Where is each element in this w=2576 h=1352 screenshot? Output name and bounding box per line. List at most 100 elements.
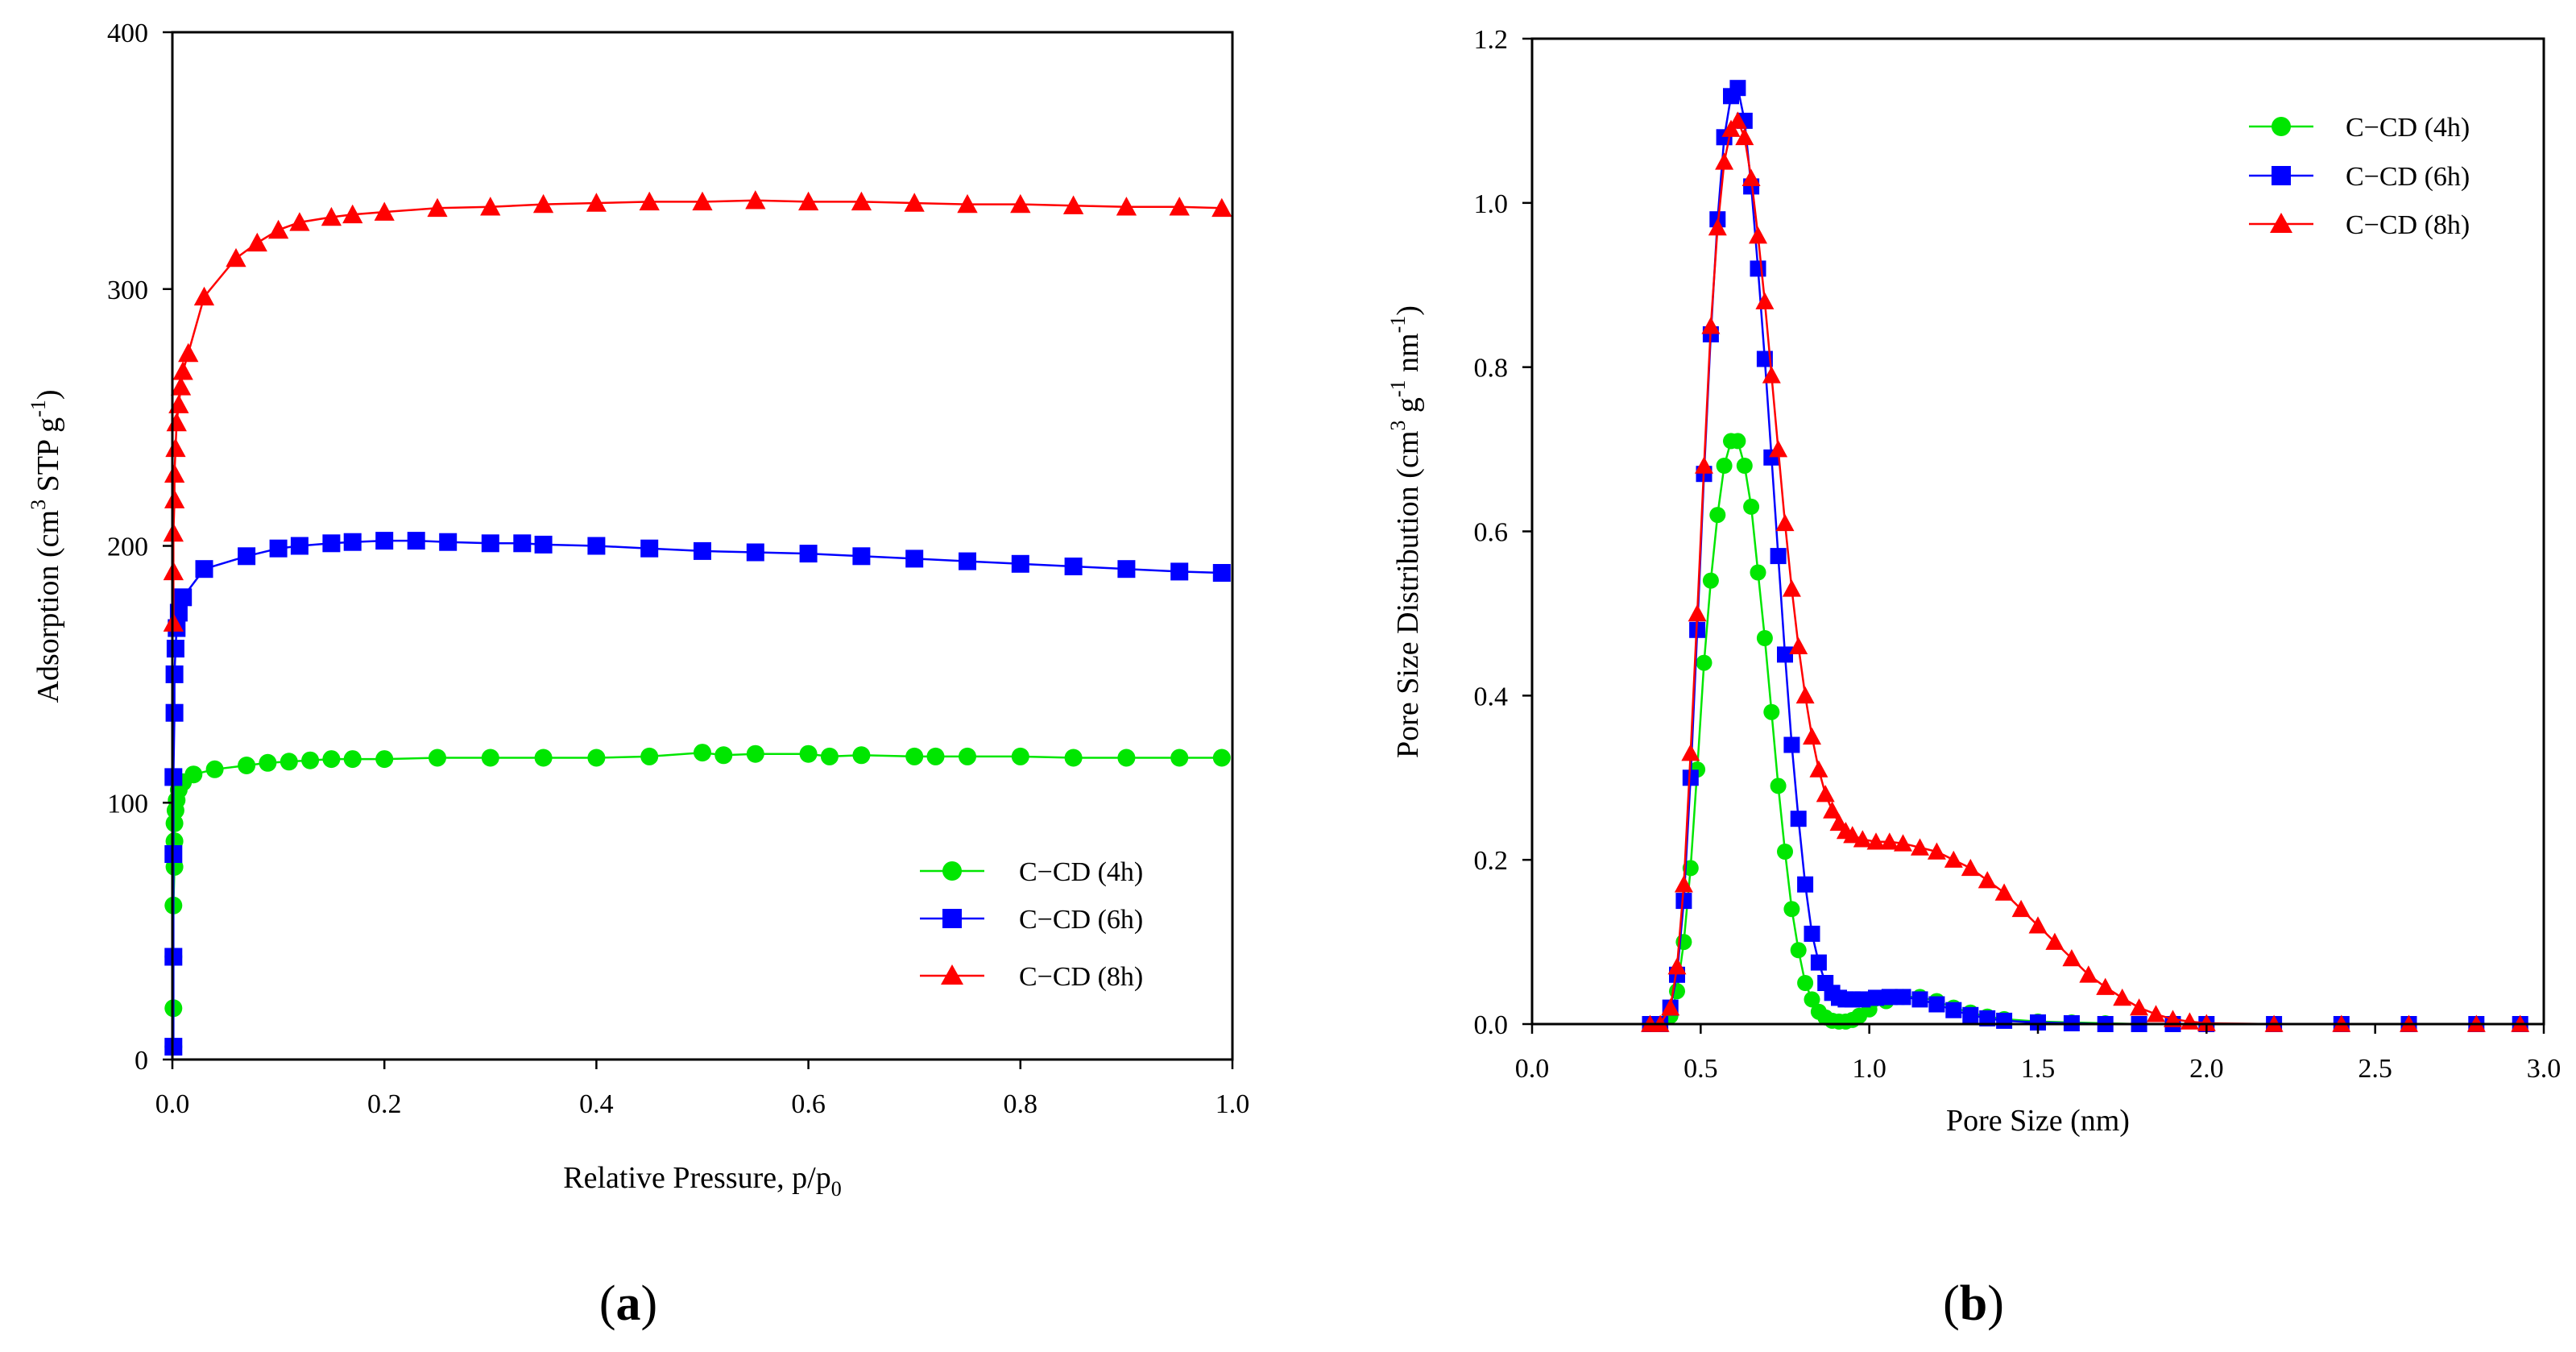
panel-b-y-tick-label: 0.6 [1474, 518, 1509, 548]
panel-b-series-1-point [1996, 1012, 2013, 1029]
panel-a-series-2 [163, 190, 1232, 632]
panel-b-series-0-point [1770, 778, 1787, 794]
panel-a-series-1-point [1117, 560, 1136, 579]
panel-b-series-2-point [1894, 834, 1912, 852]
panel-b-series-2-point [1927, 842, 1946, 860]
panel-a-series-1-point [1170, 562, 1189, 581]
panel-b-series-2-point [1866, 832, 1886, 850]
panel-a-series-1-point [166, 640, 184, 657]
panel-b-series-0-point [1783, 901, 1800, 918]
panel-a-series-2-point [427, 197, 448, 218]
panel-a-series-0-point [640, 747, 659, 765]
panel-b-x-tick-label: 0.5 [1684, 1054, 1718, 1084]
panel-b-series-0-point [1702, 572, 1719, 589]
panel-b-series-2-point [1681, 744, 1700, 761]
panel-a-series-0-point [322, 750, 341, 769]
panel-b-y-tick-label: 1.2 [1474, 25, 1509, 55]
panel-b-series-2-point [1749, 226, 1767, 244]
panel-b-y-tick-label: 0.2 [1474, 846, 1509, 876]
panel-a-series-1-point [694, 541, 711, 560]
panel-b-series-2-point [1978, 871, 1997, 889]
panel-a-series-0-point [905, 747, 924, 765]
panel-a-legend-label-2: C−CD (8h) [1019, 962, 1143, 992]
panel-b: 0.0 0.5 1.0 1.5 2.0 2.5 3.0 0.0 0.2 0.4 0.6 0.8 1.0 1… [1386, 25, 2561, 1331]
panel-b-series-1-point [1911, 991, 1928, 1008]
panel-b-y-tick-label: 0.8 [1474, 354, 1509, 384]
panel-a-series-2-point [170, 376, 192, 396]
panel-a-legend-marker-2 [941, 964, 963, 985]
panel-b-series-2-point [2147, 1005, 2165, 1022]
panel-a-series-0-point [343, 750, 362, 769]
panel-a-series-2-point [957, 193, 978, 214]
panel-a-series-0-point [184, 765, 203, 784]
panel-b-series-2-point [1688, 603, 1707, 622]
panel-b-legend-label-1: C−CD (6h) [2346, 162, 2470, 192]
panel-a-series-2-point [226, 247, 246, 267]
panel-b-series-2-point [2045, 932, 2065, 950]
panel-a-series-2-point [166, 412, 187, 432]
panel-a-series-2-point [692, 191, 713, 211]
panel-b-series-2 [1641, 111, 2530, 1032]
panel-a-series-0-point [1064, 749, 1083, 767]
panel-a-series-1-point [587, 537, 606, 555]
panel-a-legend: C−CD (4h) C−CD (6h) C−CD (8h) [920, 857, 1143, 992]
panel-a-series-2-point [246, 232, 267, 252]
panel-b-series-2-point [2197, 1014, 2216, 1031]
panel-b-series-0-point [1716, 458, 1733, 474]
panel-a-legend-item-0: C−CD (4h) [920, 857, 1143, 887]
panel-b-series-2-point [1775, 513, 1795, 532]
panel-b-series-2-point [2011, 899, 2031, 918]
panel-b-series-2-point [1735, 127, 1754, 146]
panel-a-x-tick-label: 0.2 [367, 1089, 402, 1119]
panel-b-series-1-point [1854, 991, 1871, 1008]
panel-a-series-0-point [799, 744, 818, 763]
panel-a-series-2-point [1169, 197, 1190, 216]
panel-b-y-axis-title: Pore Size Distribution (cm3 g-1 nm-1) [1386, 305, 1425, 758]
panel-a-series-1-point [439, 533, 458, 551]
panel-a-series-1-point [269, 539, 288, 558]
panel-b-series-2-point [1708, 218, 1727, 236]
panel-b-series-1-point [1770, 548, 1787, 565]
panel-a-series-1-point [1011, 554, 1029, 573]
panel-a-legend-label-1: C−CD (6h) [1019, 905, 1143, 935]
panel-a-series-2-point [374, 201, 395, 221]
panel-a-series-2-point [798, 191, 819, 211]
panel-b-series-0 [1642, 433, 2528, 1032]
panel-a-y-tick-label: 400 [107, 19, 148, 48]
panel-b-series-2-point [1674, 875, 1693, 893]
panel-a-series-0-line [172, 751, 1222, 1047]
panel-a-series-2-point [193, 286, 215, 306]
panel-b-series-2-point [1782, 579, 1801, 597]
panel-a-series-0-point [694, 744, 711, 762]
panel-b-series-0-point [1797, 975, 1814, 991]
panel-a-series-1-point [746, 543, 764, 562]
panel-a-series-0-point [746, 744, 764, 763]
panel-a-series-2-point [164, 463, 185, 483]
panel-b-series-1-point [1804, 925, 1820, 942]
panel-a-legend-item-1: C−CD (6h) [920, 905, 1143, 935]
panel-b-series-1-point [1682, 769, 1699, 786]
panel-b-x-axis-title: Pore Size (nm) [1946, 1104, 2130, 1138]
panel-a-x-tick-label: 0.6 [791, 1089, 826, 1119]
panel-a-series-0-point [1170, 749, 1189, 767]
panel-a-series-0-point [259, 753, 277, 772]
panel-b-series-2-point [2130, 998, 2149, 1016]
panel-a-series-0-point [1011, 747, 1029, 765]
panel-b-x-tick-label: 1.0 [1852, 1054, 1886, 1084]
panel-a-series-0 [164, 744, 1231, 1056]
panel-b-series-2-point [1755, 292, 1775, 309]
panel-a-series-0-point [375, 750, 394, 769]
panel-a-series-2-point [164, 489, 185, 508]
panel-b-series-0-point [1763, 703, 1780, 720]
panel-a-series-2-point [1010, 193, 1031, 214]
panel-b-series-1-point [2030, 1014, 2046, 1031]
panel-b-series-1-point [1868, 989, 1884, 1006]
panel-a-label: (a) [599, 1276, 657, 1331]
panel-a-x-tick-label: 0.0 [155, 1089, 190, 1119]
panel-b-x-tick-label: 0.0 [1515, 1054, 1550, 1084]
panel-b-series-2-point [2079, 965, 2098, 983]
panel-a-legend-marker-1 [942, 909, 962, 928]
panel-a-series-0-point [165, 814, 184, 832]
panel-b-series-2-point [1695, 456, 1713, 474]
